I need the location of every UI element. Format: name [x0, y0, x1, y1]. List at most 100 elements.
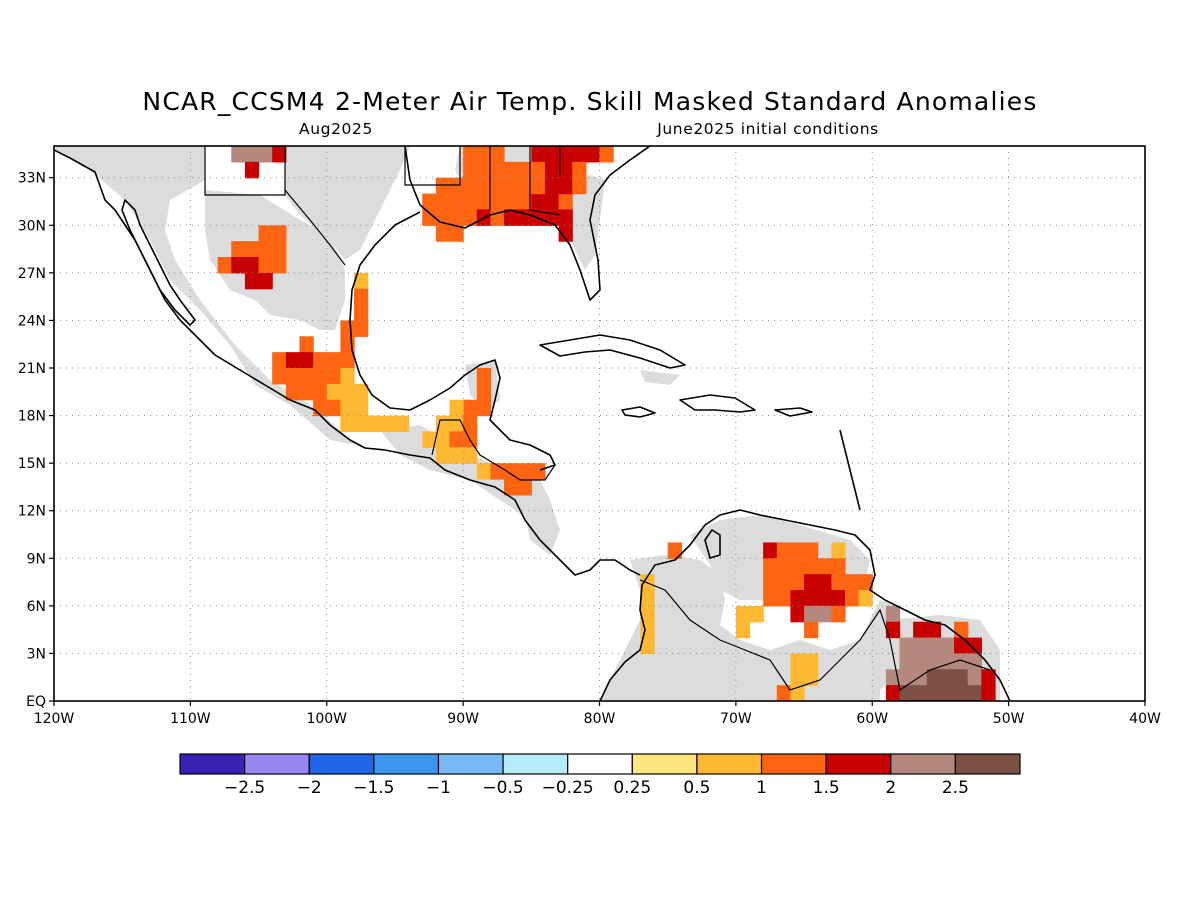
coastline-baja-california — [121, 199, 196, 326]
anomaly-cell — [763, 542, 778, 559]
anomaly-cell — [463, 209, 478, 226]
anomaly-cell — [640, 637, 655, 655]
y-tick-label: EQ — [26, 694, 46, 710]
anomaly-cell — [885, 685, 901, 701]
anomaly-cell — [449, 431, 464, 448]
anomaly-cell — [272, 225, 287, 242]
anomaly-cell — [926, 637, 942, 655]
anomaly-cell — [435, 447, 451, 464]
colorbar-swatch — [954, 753, 1021, 775]
anomaly-cell — [340, 320, 355, 337]
colorbar-label: 0.5 — [683, 778, 710, 798]
anomaly-cell — [244, 146, 260, 163]
colorbar-swatch — [567, 753, 633, 775]
anomaly-cell — [244, 257, 260, 274]
y-tick-label: 15N — [18, 456, 46, 472]
coastlines — [54, 146, 1011, 701]
anomaly-cell — [476, 161, 491, 179]
anomaly-cell — [517, 479, 532, 496]
latitude-ticks: EQ 3N 6N 9N 12N 15N 18N 21N 24N 27N 30N 33N — [18, 171, 54, 710]
anomaly-cell — [804, 590, 819, 607]
anomaly-cell — [272, 241, 287, 258]
anomaly-cell — [954, 637, 969, 655]
anomaly-cell — [844, 590, 860, 607]
map-title: NCAR_CCSM4 2-Meter Air Temp. Skill Maske… — [142, 87, 1037, 116]
anomaly-cell — [913, 653, 928, 670]
x-tick-label: 50W — [993, 711, 1025, 727]
coastline-puerto-rico — [774, 407, 813, 417]
anomaly-cell — [572, 161, 587, 179]
colorbar-label: 0.25 — [613, 778, 651, 798]
anomaly-cell — [790, 558, 805, 575]
map-area — [54, 146, 1145, 701]
anomaly-cell — [831, 605, 846, 623]
anomaly-cell — [544, 146, 560, 163]
anomaly-cell — [272, 146, 287, 163]
anomaly-cell — [449, 225, 464, 242]
anomaly-cell — [463, 399, 478, 417]
anomaly-cell — [954, 653, 969, 670]
coastline-south-america — [599, 509, 1011, 701]
colorbar-label: 1.5 — [813, 778, 840, 798]
anomaly-cell — [531, 463, 546, 480]
anomaly-cell — [463, 415, 478, 433]
anomaly-cell — [313, 383, 328, 401]
anomaly-cell — [804, 558, 819, 575]
colorbar-swatch — [825, 753, 892, 775]
anomaly-cell — [476, 177, 491, 195]
colorbar-swatch — [890, 753, 956, 775]
anomaly-cell — [926, 669, 942, 686]
anomaly-cell — [490, 161, 505, 179]
anomaly-cell — [449, 177, 464, 195]
colorbar-label: −1.5 — [353, 778, 394, 798]
anomaly-cell — [299, 336, 314, 353]
border-us-mexico — [204, 146, 346, 266]
colorbar-label: 1 — [756, 778, 767, 798]
anomaly-cell — [981, 685, 996, 701]
anomaly-cell — [354, 399, 369, 417]
x-tick-label: 70W — [720, 711, 752, 727]
anomaly-cell — [463, 146, 478, 163]
anomaly-cell — [463, 193, 478, 211]
colorbar-swatch — [179, 753, 246, 775]
x-tick-label: 120W — [34, 711, 75, 727]
anomaly-cell — [776, 590, 792, 607]
anomaly-cell — [490, 193, 505, 211]
anomaly-cell — [354, 272, 369, 290]
anomaly-cell — [558, 225, 573, 242]
valid-month-label: Aug2025 — [299, 120, 373, 138]
anomaly-cell — [804, 653, 819, 670]
anomaly-cell — [940, 685, 955, 701]
anomaly-cell — [804, 605, 819, 623]
anomaly-cell — [367, 415, 382, 433]
anomaly-cell — [585, 146, 601, 163]
y-tick-label: 3N — [27, 646, 46, 662]
anomaly-cell — [913, 637, 928, 655]
anomaly-cell — [313, 368, 328, 385]
anomaly-cell — [790, 590, 805, 607]
y-tick-label: 21N — [18, 361, 46, 377]
anomaly-cell — [899, 653, 914, 670]
anomaly-cell — [272, 352, 287, 369]
anomaly-cell — [258, 241, 273, 258]
anomaly-cell — [517, 463, 532, 480]
anomaly-cell — [504, 209, 519, 226]
anomaly-cell — [449, 447, 464, 464]
anomaly-cell — [967, 685, 982, 701]
y-tick-label: 9N — [27, 551, 46, 567]
anomaly-cell — [272, 257, 287, 274]
anomaly-cell — [735, 605, 751, 623]
anomaly-cell — [763, 558, 778, 575]
anomaly-cell — [763, 574, 778, 591]
colorbar-label: 2 — [885, 778, 896, 798]
anomaly-cell — [776, 574, 792, 591]
anomaly-cell — [885, 605, 901, 623]
anomaly-cell — [858, 590, 873, 607]
anomaly-cell — [463, 447, 478, 464]
colorbar-label: −2 — [297, 778, 322, 798]
colorbar-swatch — [631, 753, 698, 775]
anomaly-cell — [285, 368, 301, 385]
anomaly-cell — [217, 257, 232, 274]
colorbar-swatch — [502, 753, 569, 775]
